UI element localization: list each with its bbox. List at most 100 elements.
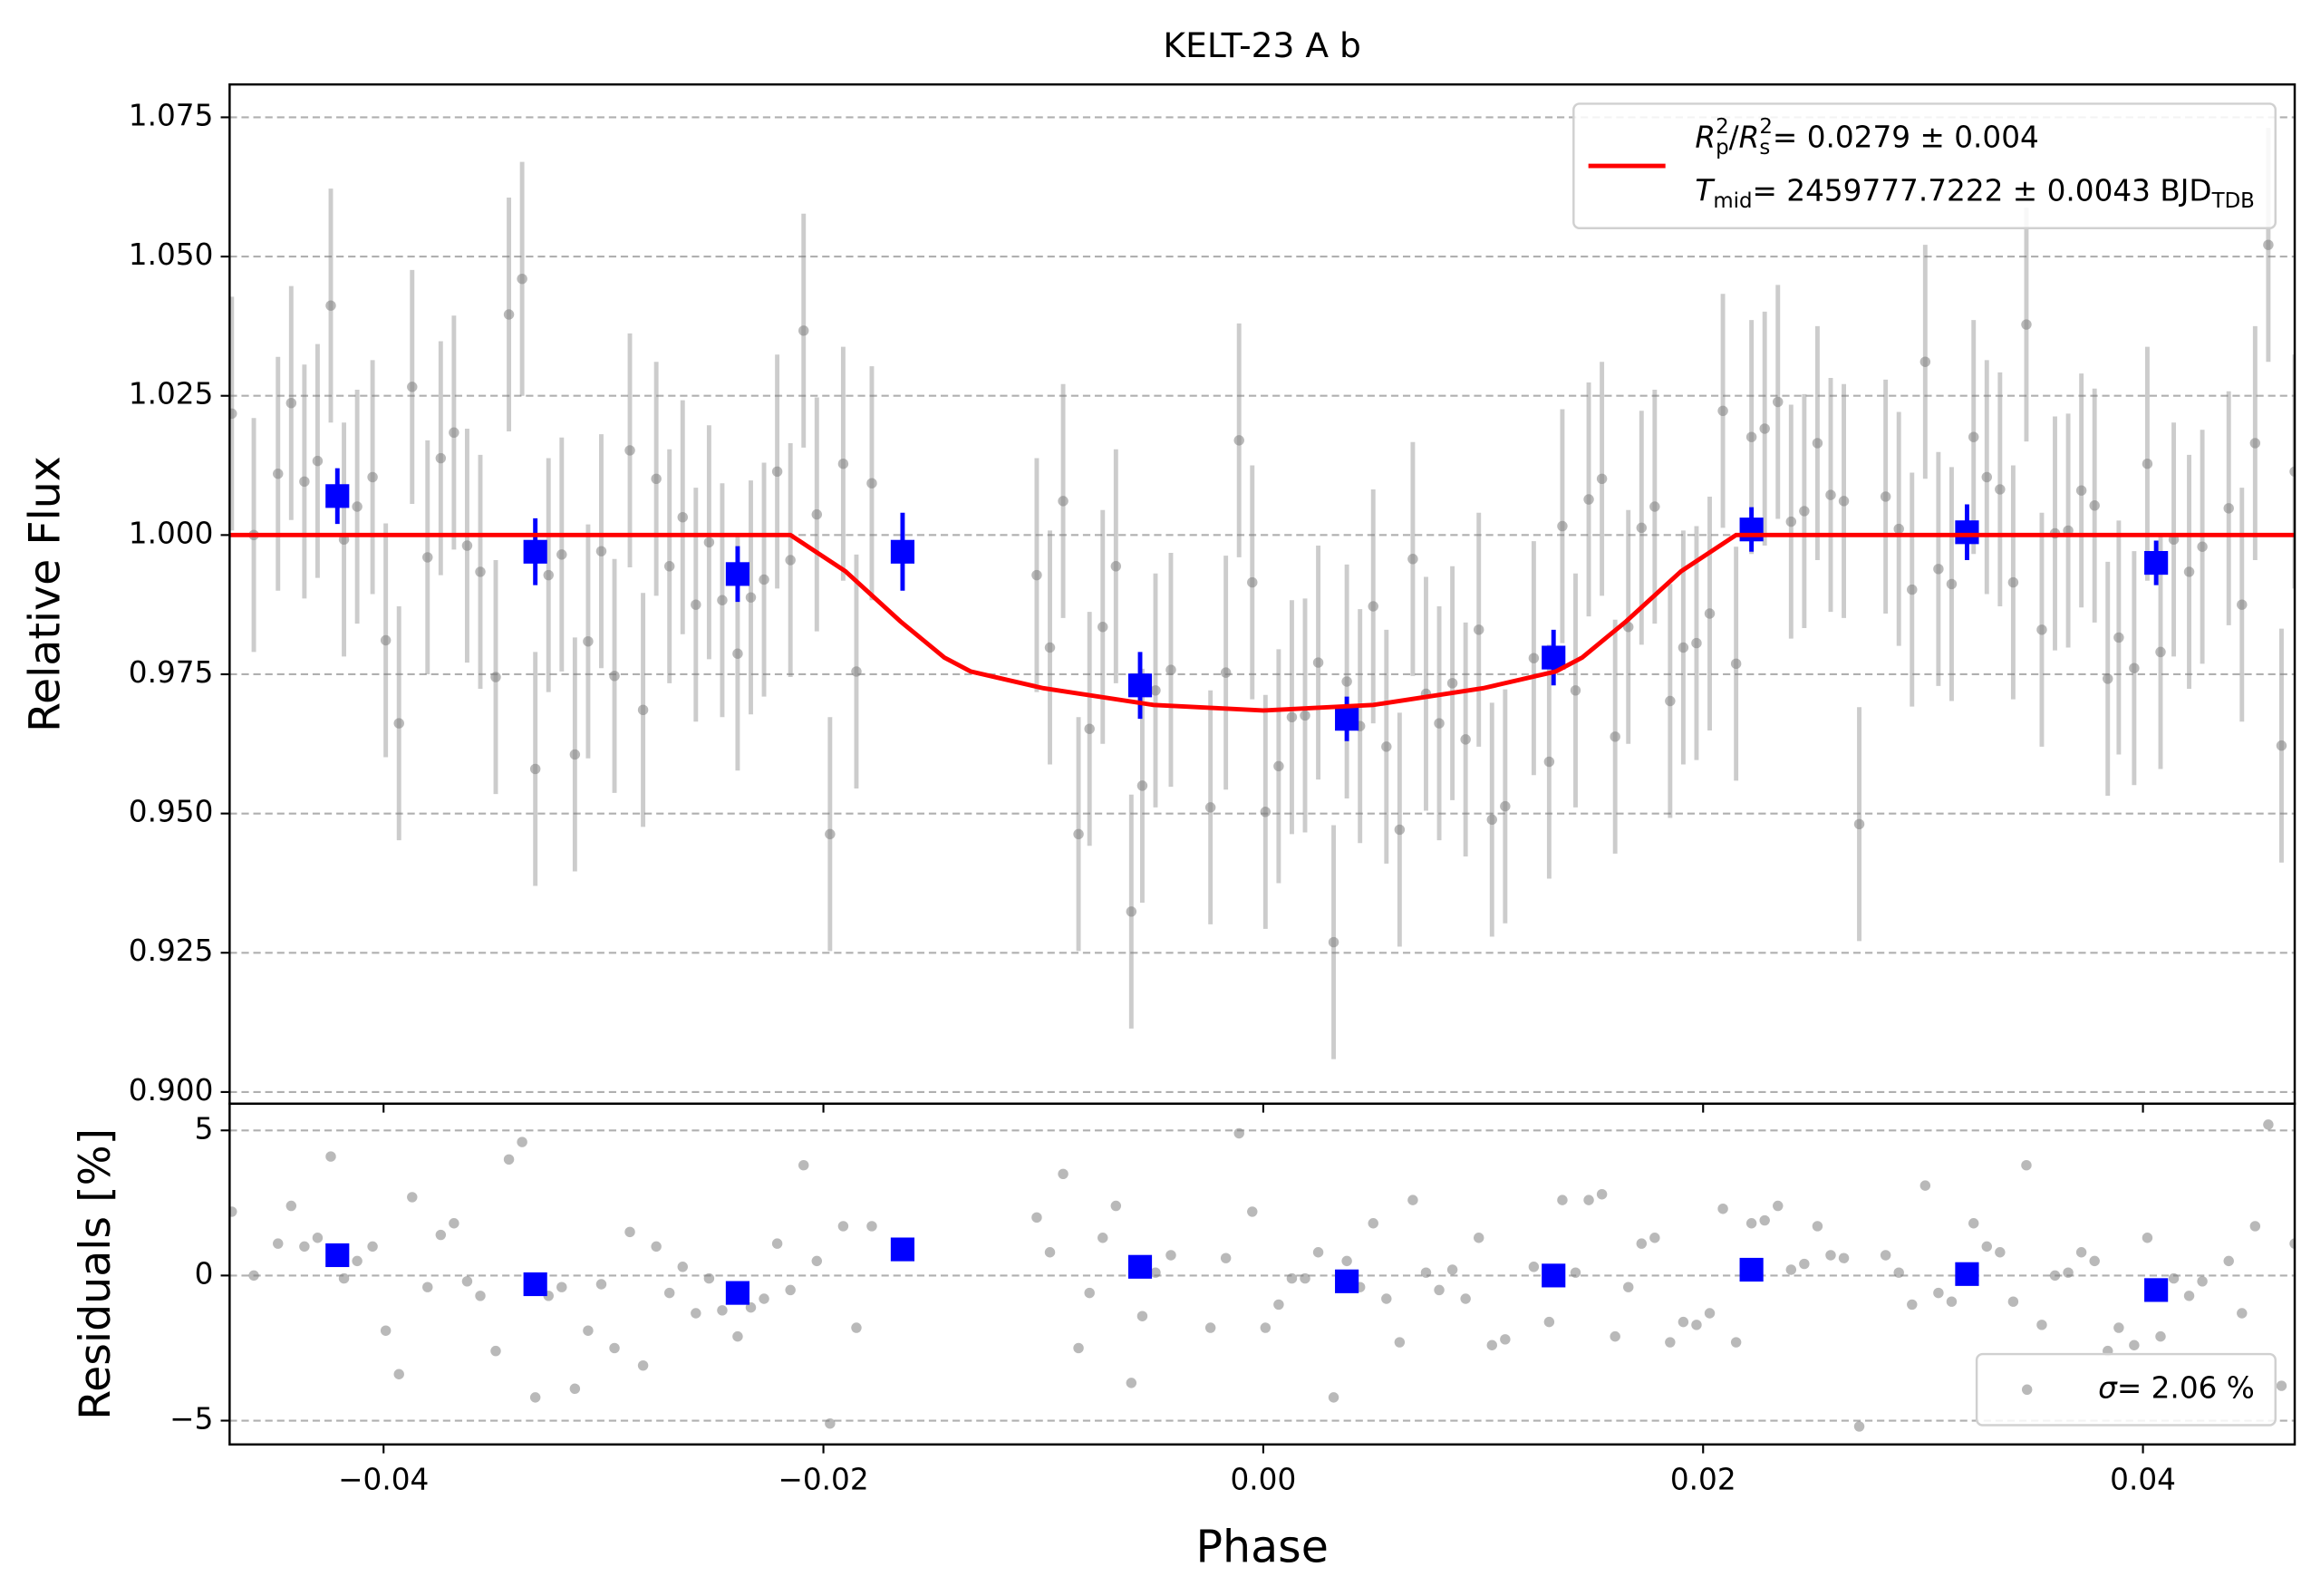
data-point bbox=[2021, 1159, 2032, 1171]
data-point bbox=[1773, 396, 1784, 408]
data-point bbox=[285, 397, 297, 409]
data-point bbox=[1500, 800, 1511, 812]
legend-text: = 2459777.7222 ± 0.0043 BJD bbox=[1752, 174, 2211, 208]
binned-point bbox=[1542, 645, 1566, 670]
data-point bbox=[1919, 1180, 1931, 1191]
data-point bbox=[771, 1238, 783, 1249]
data-point bbox=[1300, 1272, 1310, 1284]
data-point bbox=[517, 273, 527, 285]
data-point bbox=[759, 1293, 769, 1304]
data-point bbox=[1031, 1212, 1042, 1224]
data-point bbox=[1328, 1392, 1339, 1403]
data-point bbox=[1649, 1233, 1660, 1243]
legend-text: R bbox=[1695, 121, 1716, 155]
data-point bbox=[1981, 471, 1993, 483]
data-point bbox=[1933, 1287, 1944, 1299]
data-point bbox=[1557, 520, 1568, 532]
data-point bbox=[2049, 1270, 2061, 1282]
legend-swatch bbox=[2021, 1384, 2033, 1396]
data-point bbox=[1260, 807, 1272, 817]
plot-area bbox=[229, 1119, 2296, 1432]
data-point bbox=[1995, 484, 2006, 495]
data-point bbox=[1165, 664, 1176, 675]
data-point bbox=[1260, 1322, 1272, 1333]
data-point bbox=[1919, 356, 1931, 367]
data-point bbox=[352, 501, 363, 512]
data-point bbox=[2075, 1247, 2087, 1258]
legend-text: 2 bbox=[1716, 115, 1729, 139]
data-point bbox=[595, 1279, 607, 1290]
data-point bbox=[312, 455, 324, 467]
y-tick-label: 1.000 bbox=[129, 516, 214, 550]
data-point bbox=[1853, 818, 1865, 830]
data-point bbox=[1150, 1267, 1161, 1278]
data-point bbox=[285, 1200, 297, 1212]
data-point bbox=[2237, 1308, 2248, 1319]
data-point bbox=[2183, 566, 2195, 577]
data-point bbox=[490, 1345, 501, 1357]
data-point bbox=[1073, 828, 1084, 840]
data-point bbox=[1312, 657, 1324, 668]
data-point bbox=[677, 1262, 688, 1272]
data-point bbox=[2183, 1291, 2195, 1301]
data-point bbox=[299, 1241, 310, 1253]
data-point bbox=[2289, 466, 2296, 478]
binned-point bbox=[1335, 707, 1359, 731]
data-point bbox=[1233, 1127, 1244, 1139]
y-tick-label: 0.925 bbox=[129, 933, 214, 968]
data-point bbox=[1044, 642, 1056, 653]
data-point bbox=[1995, 1247, 2006, 1258]
data-point bbox=[798, 1159, 809, 1171]
data-point bbox=[1420, 1267, 1432, 1278]
data-point bbox=[637, 1359, 649, 1371]
data-point bbox=[1893, 1267, 1904, 1278]
data-point bbox=[2276, 1380, 2287, 1391]
data-point bbox=[2036, 624, 2047, 635]
legend-text: σ bbox=[2098, 1370, 2118, 1405]
data-point bbox=[866, 1221, 877, 1232]
y-tick-label: 1.025 bbox=[129, 377, 214, 411]
data-point bbox=[1649, 501, 1660, 512]
data-point bbox=[1968, 431, 1979, 442]
binned-point bbox=[1127, 673, 1153, 698]
x-axis-label: Phase bbox=[1196, 1520, 1329, 1572]
data-point bbox=[2113, 632, 2124, 643]
y-axis-label: Relative Flux bbox=[20, 456, 70, 732]
data-point bbox=[273, 469, 284, 479]
data-point bbox=[1394, 1337, 1406, 1348]
data-point bbox=[1812, 1221, 1823, 1232]
data-point bbox=[1381, 741, 1392, 752]
data-point bbox=[703, 1272, 715, 1284]
data-point bbox=[1233, 435, 1244, 446]
data-point bbox=[851, 666, 862, 677]
data-point bbox=[407, 1192, 418, 1203]
data-point bbox=[771, 466, 783, 478]
data-point bbox=[691, 1308, 701, 1319]
data-point bbox=[2263, 239, 2274, 250]
data-point bbox=[2276, 740, 2287, 751]
data-point bbox=[338, 1272, 350, 1284]
data-point bbox=[785, 555, 796, 566]
data-point bbox=[325, 1151, 336, 1162]
data-point bbox=[1825, 489, 1836, 500]
data-point bbox=[691, 599, 701, 610]
y-tick-label: 1.075 bbox=[129, 98, 214, 132]
axes-frame bbox=[228, 1102, 2296, 1446]
data-point bbox=[475, 566, 486, 577]
data-point bbox=[1044, 1247, 1056, 1258]
legend-text: T bbox=[1695, 174, 1716, 208]
data-point bbox=[529, 1392, 541, 1403]
data-point bbox=[1543, 1316, 1555, 1328]
chart-title: KELT-23 A b bbox=[1163, 25, 1360, 65]
x-tick-label: −0.02 bbox=[778, 1463, 868, 1497]
data-point bbox=[1745, 431, 1757, 442]
legend-text: s bbox=[1759, 136, 1770, 160]
data-point bbox=[1434, 718, 1445, 729]
data-point bbox=[569, 749, 581, 760]
data-point bbox=[825, 828, 836, 840]
data-point bbox=[1328, 936, 1339, 948]
data-point bbox=[732, 1330, 743, 1342]
data-point bbox=[461, 540, 473, 551]
data-point bbox=[2142, 458, 2153, 469]
data-point bbox=[1636, 522, 1648, 534]
